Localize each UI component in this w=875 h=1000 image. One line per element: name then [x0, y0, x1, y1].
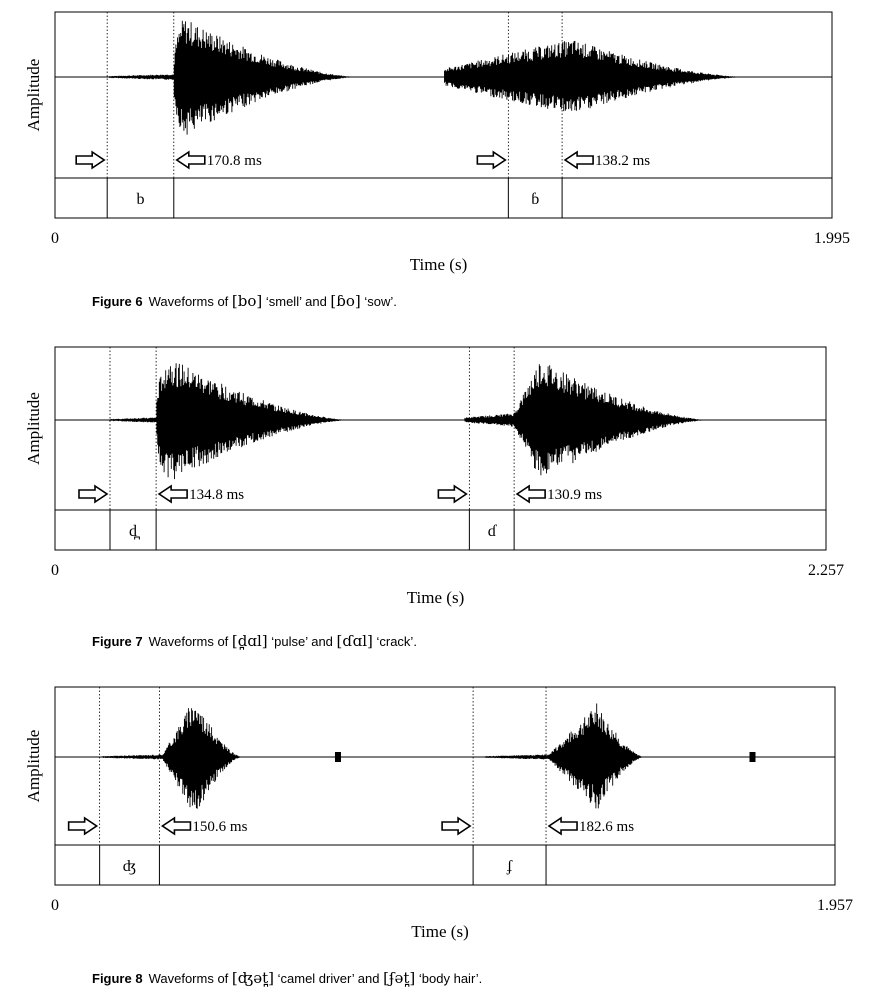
- arrow-left-icon: [547, 816, 578, 836]
- segment-label: ɗ: [488, 523, 498, 540]
- x-axis-end-label: 1.957: [817, 897, 853, 914]
- caption-ipa: [ʄət̪]: [383, 969, 416, 987]
- caption-text: ‘sow’.: [360, 294, 397, 309]
- x-axis-title: Time (s): [407, 588, 464, 607]
- arrow-right-icon: [75, 150, 106, 170]
- figure-7-caption: Figure 7 Waveforms of [d̪ɑl] ‘pulse’ and …: [92, 632, 417, 650]
- waveform-trace: [102, 703, 645, 809]
- duration-label: 182.6 ms: [579, 819, 634, 835]
- y-axis-label: Amplitude: [24, 59, 43, 132]
- figure-8: 150.6 ms ʤ 182.6 ms ʄ Amplitude 0 1.957 Time (s…: [0, 675, 875, 1000]
- segment-label: b: [136, 191, 144, 208]
- x-axis-end-label: 2.257: [808, 562, 844, 579]
- figure-7-waveform: 134.8 ms d̪ 130.9 ms ɗ Amplitude 0 2.257 Time (…: [24, 346, 844, 607]
- x-axis-end-label: 1.995: [814, 230, 850, 247]
- arrow-right-icon: [78, 484, 109, 504]
- figure-6-waveform: 170.8 ms b 138.2 ms ɓ Amplitude 0 1.995 Time (s…: [24, 11, 850, 274]
- waveform-trace: [109, 363, 709, 480]
- caption-text: ‘pulse’ and: [267, 634, 337, 649]
- x-axis-start-label: 0: [51, 230, 59, 247]
- arrow-left-icon: [175, 150, 206, 170]
- x-axis-start-label: 0: [51, 897, 59, 914]
- figure-6: 170.8 ms b 138.2 ms ɓ Amplitude 0 1.995 Time (s…: [0, 0, 875, 320]
- y-axis-label: Amplitude: [24, 730, 43, 803]
- waveform-trace: [109, 20, 746, 135]
- arrow-left-icon: [563, 150, 594, 170]
- duration-label: 170.8 ms: [207, 153, 262, 169]
- segment-label: ʤ: [123, 858, 137, 875]
- segment-label: ɓ: [531, 191, 539, 208]
- arrow-left-icon: [157, 484, 188, 504]
- plot-frame: [54, 11, 833, 219]
- figure-6-caption-label: Figure 6: [92, 294, 143, 309]
- caption-text: ‘camel driver’ and: [274, 971, 384, 986]
- duration-label: 130.9 ms: [547, 487, 602, 503]
- caption-text: Waveforms of: [148, 294, 232, 309]
- caption-ipa: [ɗɑl]: [336, 632, 373, 650]
- plot-frame: [54, 686, 836, 886]
- figure-7-caption-label: Figure 7: [92, 634, 143, 649]
- figure-7: 134.8 ms d̪ 130.9 ms ɗ Amplitude 0 2.257 Time (…: [0, 335, 875, 655]
- arrow-right-icon: [437, 484, 468, 504]
- caption-text: ‘smell’ and: [262, 294, 331, 309]
- figure-8-waveform: 150.6 ms ʤ 182.6 ms ʄ Amplitude 0 1.957 Time (s…: [24, 686, 853, 941]
- x-axis-title: Time (s): [410, 255, 467, 274]
- arrow-left-icon: [160, 816, 192, 836]
- arrow-right-icon: [441, 816, 472, 836]
- caption-ipa: [ɓo]: [330, 292, 361, 310]
- caption-ipa: [ʤət̪]: [231, 969, 275, 987]
- caption-ipa: [d̪ɑl]: [231, 632, 268, 650]
- duration-label: 150.6 ms: [192, 819, 247, 835]
- arrow-left-icon: [515, 484, 546, 504]
- arrow-right-icon: [476, 150, 507, 170]
- plot-frame: [54, 346, 827, 551]
- figure-8-caption-label: Figure 8: [92, 971, 143, 986]
- caption-text: Waveforms of: [148, 971, 232, 986]
- duration-label: 134.8 ms: [189, 487, 244, 503]
- figure-8-caption: Figure 8 Waveforms of [ʤət̪] ‘camel drive…: [92, 969, 482, 987]
- figure-6-caption: Figure 6 Waveforms of [bo] ‘smell’ and [ɓ…: [92, 292, 397, 310]
- arrow-right-icon: [67, 816, 99, 836]
- y-axis-label: Amplitude: [24, 392, 43, 465]
- x-axis-title: Time (s): [411, 922, 468, 941]
- caption-text: ‘crack’.: [372, 634, 417, 649]
- segment-label: d̪: [129, 523, 140, 541]
- duration-label: 138.2 ms: [595, 153, 650, 169]
- caption-text: Waveforms of: [148, 634, 232, 649]
- x-axis-start-label: 0: [51, 562, 59, 579]
- segment-label: ʄ: [506, 858, 513, 875]
- caption-text: ‘body hair’.: [415, 971, 483, 986]
- caption-ipa: [bo]: [231, 292, 263, 310]
